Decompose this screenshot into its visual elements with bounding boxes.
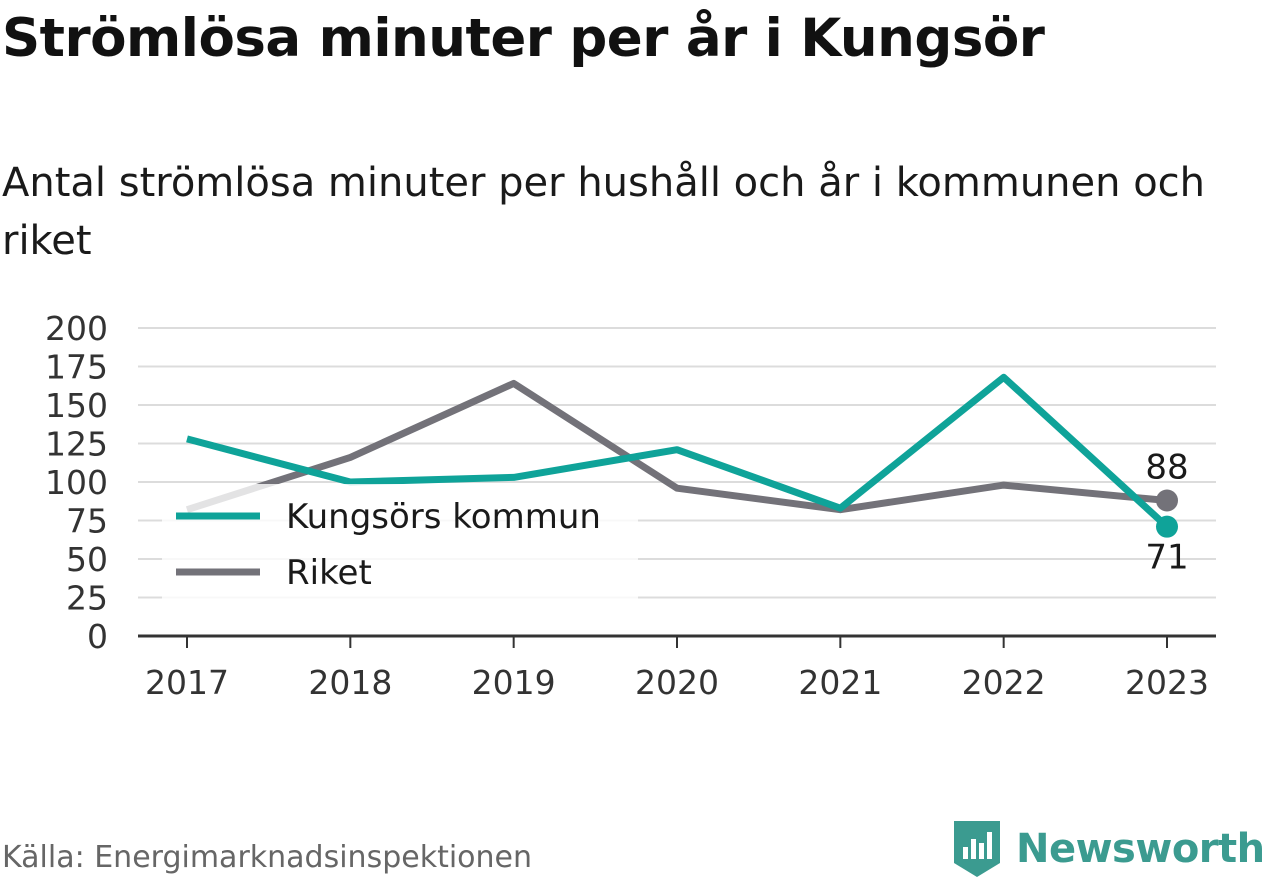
series-line xyxy=(186,373,1170,530)
y-tick-label: 25 xyxy=(66,579,108,618)
chart-title: Strömlösa minuter per år i Kungsör xyxy=(2,8,1045,69)
chart-subtitle: Antal strömlösa minuter per hushåll och … xyxy=(2,160,1206,264)
y-tick-label: 0 xyxy=(87,617,108,656)
newsworthy-logo-icon xyxy=(954,821,1000,877)
brand-logo: Newsworthy xyxy=(952,818,1262,880)
y-tick-label: 200 xyxy=(45,309,108,348)
end-marker xyxy=(1156,515,1178,538)
series-lines xyxy=(185,373,1170,530)
x-tick-label: 2018 xyxy=(308,663,392,702)
end-value-label: 88 xyxy=(1145,447,1188,487)
y-tick-label: 100 xyxy=(45,463,108,502)
x-tick-label: 2023 xyxy=(1125,663,1209,702)
end-value-label: 71 xyxy=(1145,538,1188,578)
y-tick-label: 75 xyxy=(66,502,108,541)
y-tick-label: 175 xyxy=(45,348,108,387)
series-line xyxy=(185,379,1168,514)
y-tick-label: 50 xyxy=(66,540,108,579)
y-tick-label: 125 xyxy=(45,425,108,464)
x-tick-label: 2017 xyxy=(145,663,229,702)
legend-background xyxy=(162,484,638,602)
legend-label: Riket xyxy=(286,553,372,593)
brand-name: Newsworthy xyxy=(1016,826,1262,872)
legend: Kungsörs kommun Riket xyxy=(162,484,638,602)
end-marker xyxy=(1156,489,1178,512)
x-axis: 2017 2018 2019 2020 2021 2022 2023 xyxy=(138,634,1216,702)
x-tick-label: 2019 xyxy=(472,663,556,702)
x-tick-label: 2020 xyxy=(635,663,719,702)
x-tick-label: 2022 xyxy=(962,663,1046,702)
legend-label: Kungsörs kommun xyxy=(286,497,601,537)
end-markers: 71 88 xyxy=(1145,447,1188,577)
y-tick-label: 150 xyxy=(45,386,108,425)
x-tick-label: 2021 xyxy=(798,663,882,702)
source-note: Källa: Energimarknadsinspektionen xyxy=(2,840,533,875)
